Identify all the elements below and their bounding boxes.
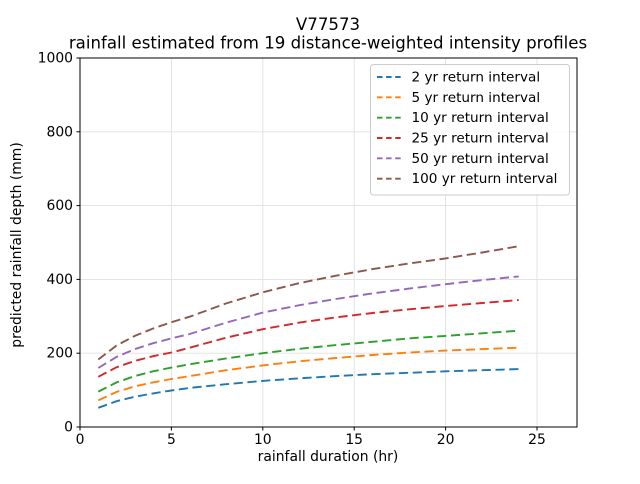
y-tick-label: 0 — [64, 420, 73, 436]
plot-border — [79, 57, 578, 428]
legend-label-5yr: 5 yr return interval — [412, 90, 541, 106]
legend-label-50yr: 50 yr return interval — [412, 151, 549, 167]
legend: 2 yr return interval 5 yr return interva… — [370, 64, 570, 196]
series-line-100-yr-return-interval — [97, 245, 519, 361]
series-line-5-yr-return-interval — [97, 346, 519, 402]
series-line-10-yr-return-interval — [97, 329, 519, 393]
series-line-50-yr-return-interval — [97, 275, 519, 369]
legend-entry: 2 yr return interval — [377, 70, 540, 86]
y-axis-label: predicted rainfall depth (mm) — [9, 142, 25, 347]
y-tick-label: 600 — [46, 198, 73, 214]
series-line-2-yr-return-interval — [97, 368, 519, 409]
legend-entry: 50 yr return interval — [377, 151, 549, 167]
legend-label-100yr: 100 yr return interval — [412, 171, 558, 187]
x-tick-label: 0 — [76, 432, 85, 448]
series-line-25-yr-return-interval — [97, 299, 519, 378]
legend-entry: 25 yr return interval — [377, 131, 549, 147]
x-tick-label: 25 — [528, 432, 546, 448]
x-tick-label: 10 — [254, 432, 272, 448]
legend-label-10yr: 10 yr return interval — [412, 110, 549, 126]
tick-layer: 0 5 10 15 20 25 0 200 400 600 800 1000 — [38, 51, 546, 449]
chart-subtitle: rainfall estimated from 19 distance-weig… — [69, 34, 587, 53]
legend-box — [370, 64, 570, 196]
x-axis-label: rainfall duration (hr) — [258, 449, 399, 465]
legend-label-2yr: 2 yr return interval — [412, 70, 541, 86]
legend-entry: 100 yr return interval — [377, 171, 557, 187]
y-tick-label: 200 — [46, 346, 73, 362]
x-tick-label: 15 — [345, 432, 363, 448]
y-tick-label: 1000 — [38, 51, 73, 67]
y-tick-label: 800 — [46, 124, 73, 140]
x-tick-label: 5 — [167, 432, 176, 448]
legend-entry: 10 yr return interval — [377, 110, 549, 126]
x-tick-label: 20 — [437, 432, 455, 448]
legend-label-25yr: 25 yr return interval — [412, 131, 549, 147]
chart-title: V77573 — [296, 15, 360, 34]
series-layer — [97, 245, 519, 409]
y-tick-label: 400 — [46, 272, 73, 288]
legend-entry: 5 yr return interval — [377, 90, 540, 106]
